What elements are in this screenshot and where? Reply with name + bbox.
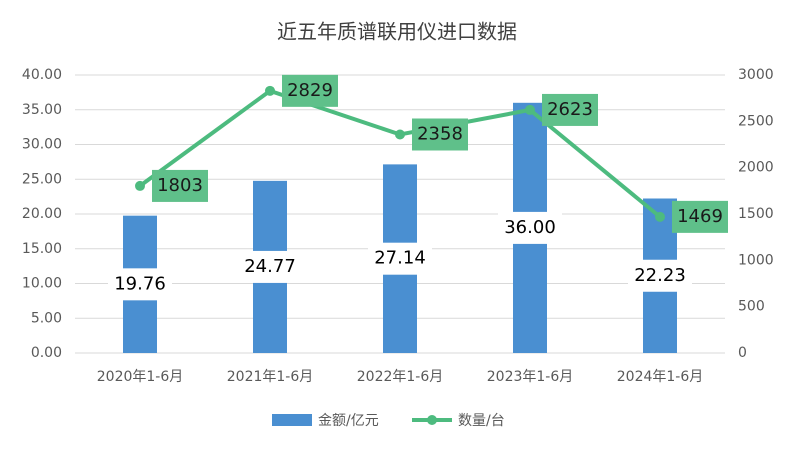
data-label: 27.14 xyxy=(374,248,426,269)
point xyxy=(265,85,275,96)
x-tick-label: 2023年1-6月 xyxy=(487,369,574,385)
legend-label: 数量/台 xyxy=(458,413,505,429)
data-label: 2829 xyxy=(287,80,333,101)
y2-tick-label: 1000 xyxy=(738,252,774,268)
y2-tick-label: 1500 xyxy=(738,206,774,222)
data-label-box xyxy=(542,93,598,126)
y2-tick-label: 2000 xyxy=(738,160,774,176)
data-label: 1803 xyxy=(157,175,203,196)
y2-tick-label: 2500 xyxy=(738,113,774,129)
y2-tick-label: 500 xyxy=(738,299,765,315)
legend-swatch xyxy=(427,415,437,425)
data-label: 36.00 xyxy=(504,217,556,238)
y2-tick-label: 3000 xyxy=(738,67,774,83)
data-label-box xyxy=(152,169,208,202)
y-tick-label: 25.00 xyxy=(22,171,62,187)
y-tick-label: 10.00 xyxy=(22,276,62,292)
data-label-box xyxy=(282,74,338,107)
y-tick-label: 0.00 xyxy=(31,345,62,361)
y-tick-label: 40.00 xyxy=(22,67,62,83)
x-tick-label: 2022年1-6月 xyxy=(357,369,444,385)
chart-title: 近五年质谱联用仪进口数据 xyxy=(277,20,517,44)
data-label: 1469 xyxy=(677,206,723,227)
y-tick-label: 20.00 xyxy=(22,206,62,222)
data-label-box xyxy=(498,211,562,244)
data-label: 19.76 xyxy=(114,273,166,294)
point xyxy=(135,180,145,191)
x-tick-label: 2024年1-6月 xyxy=(617,369,704,385)
x-tick-label: 2020年1-6月 xyxy=(97,369,184,385)
data-label: 2358 xyxy=(417,123,463,144)
point xyxy=(395,129,405,140)
data-label-box xyxy=(108,268,172,301)
data-label-box xyxy=(412,118,468,151)
y-tick-label: 5.00 xyxy=(31,310,62,326)
legend-label: 金额/亿元 xyxy=(318,413,379,429)
point xyxy=(655,211,665,222)
data-label: 22.23 xyxy=(634,265,686,286)
data-label: 2623 xyxy=(547,99,593,120)
y2-tick-label: 0 xyxy=(738,345,747,361)
data-label-box xyxy=(368,242,432,275)
y-tick-label: 15.00 xyxy=(22,241,62,257)
point xyxy=(525,104,535,115)
y-tick-label: 35.00 xyxy=(22,102,62,118)
x-tick-label: 2021年1-6月 xyxy=(227,369,314,385)
data-label-box xyxy=(672,200,728,233)
data-label: 24.77 xyxy=(244,256,296,277)
data-label-box xyxy=(628,259,692,292)
y-tick-label: 30.00 xyxy=(22,137,62,153)
data-label-box xyxy=(238,250,302,283)
legend-swatch xyxy=(272,414,312,426)
